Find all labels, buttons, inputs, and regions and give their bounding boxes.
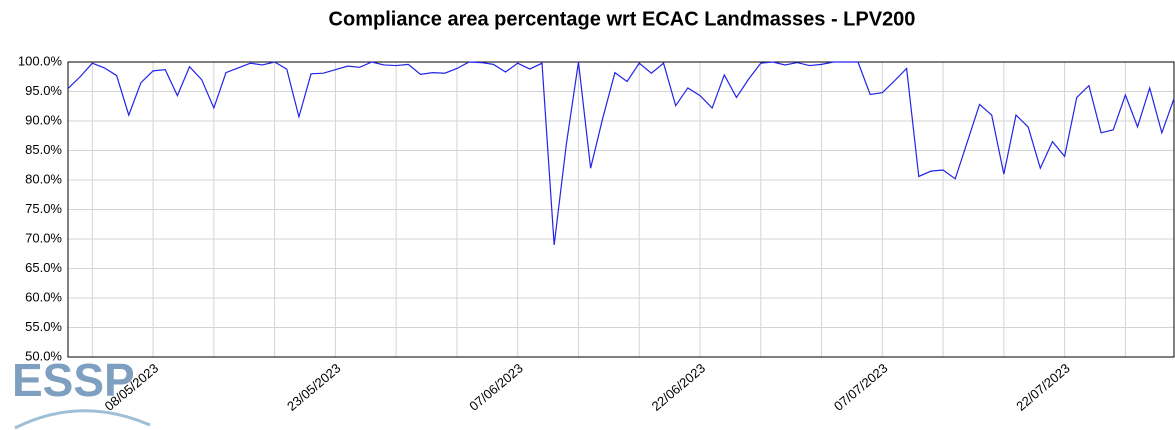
data-line: [67, 61, 1175, 245]
x-tick-label: 22/07/2023: [1013, 360, 1072, 413]
x-tick-label: 23/05/2023: [284, 360, 343, 413]
plot-frame: [67, 61, 1175, 358]
logo-arc: [14, 409, 151, 430]
x-tick-label: 07/06/2023: [466, 360, 525, 413]
y-tick-label: 95.0%: [25, 83, 62, 98]
y-tick-label: 75.0%: [25, 201, 62, 216]
logo: ESSP: [12, 354, 135, 406]
y-tick-label: 80.0%: [25, 171, 62, 186]
chart-title: Compliance area percentage wrt ECAC Land…: [329, 8, 916, 30]
y-tick-label: 50.0%: [25, 348, 62, 363]
x-tick-label: 22/06/2023: [649, 360, 708, 413]
y-tick-label: 60.0%: [25, 289, 62, 304]
y-tick-label: 85.0%: [25, 142, 62, 157]
y-tick-label: 100.0%: [18, 53, 63, 68]
y-tick-label: 70.0%: [25, 230, 62, 245]
y-tick-label: 55.0%: [25, 319, 62, 334]
y-tick-label: 90.0%: [25, 112, 62, 127]
y-tick-label: 65.0%: [25, 260, 62, 275]
x-tick-label: 07/07/2023: [831, 360, 890, 413]
